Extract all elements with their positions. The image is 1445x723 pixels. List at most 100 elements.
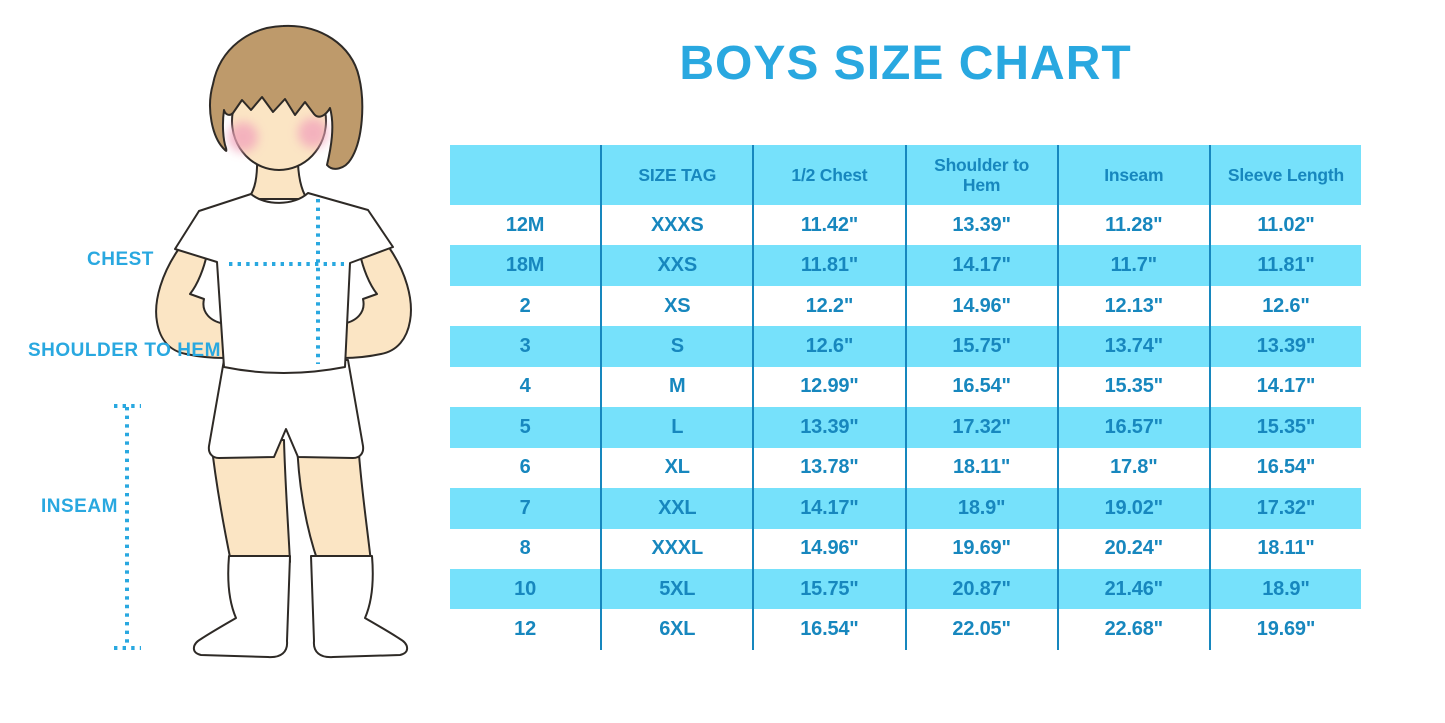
sleeve-length-cell: 19.69": [1208, 609, 1361, 650]
size-cell: 3: [450, 326, 601, 367]
size-tag-cell: M: [600, 366, 752, 408]
inseam-cell: 20.24": [1056, 528, 1209, 569]
size-tag-cell: S: [600, 326, 753, 367]
shoulder-to-hem-cell: 18.11": [904, 447, 1057, 489]
shoulder-to-hem-cell: 13.39": [904, 205, 1057, 246]
blush-left-icon: [228, 122, 258, 152]
inseam-cell: 13.74": [1056, 326, 1209, 367]
inseam-cell: 22.68": [1056, 609, 1209, 650]
shoulder-to-hem-cell: 22.05": [904, 609, 1057, 650]
sleeve-length-cell: 16.54": [1208, 447, 1361, 489]
sleeve-length-cell: 18.11": [1208, 528, 1361, 569]
column-header-size: [450, 145, 601, 205]
table-row: 12M XXXS 11.42" 13.39" 11.28" 11.02": [450, 205, 1361, 246]
size-tag-cell: XXS: [600, 245, 753, 286]
size-cell: 2: [519, 294, 531, 317]
inseam-cell: 15.35": [1056, 366, 1209, 408]
column-header-size-tag: SIZE TAG: [600, 145, 753, 205]
shoulder-to-hem-cell: 19.69": [904, 528, 1057, 569]
sleeve-length-cell: 11.81": [1208, 245, 1362, 286]
size-cell: 12M: [505, 213, 545, 236]
inseam-cell: 21.46": [1056, 568, 1209, 610]
sleeve-length-cell: 13.39": [1208, 326, 1362, 367]
half-chest-cell: 15.75": [752, 568, 905, 610]
t-shirt: [174, 192, 394, 374]
sleeve-length-cell: 12.6": [1208, 285, 1361, 327]
half-chest-cell: 13.78": [752, 447, 904, 489]
size-cell: 7: [450, 488, 601, 529]
size-cell: 8: [519, 537, 531, 560]
size-tag-cell: XXXL: [600, 528, 752, 569]
table-row: 3 S 12.6" 15.75" 13.74" 13.39": [450, 326, 1362, 367]
half-chest-cell: 14.17": [752, 488, 905, 529]
sleeve-length-cell: 11.02": [1208, 205, 1361, 246]
table-row: 4 M 12.99" 16.54" 15.35" 14.17": [450, 366, 1361, 408]
inseam-cell: 11.28": [1056, 205, 1209, 246]
shoulder-to-hem-cell: 16.54": [904, 366, 1057, 408]
half-chest-cell: 16.54": [752, 609, 904, 650]
size-cell: 18M: [450, 245, 601, 286]
shoulder-to-hem-cell: 18.9": [904, 488, 1057, 529]
table-row: 10 5XL 15.75" 20.87" 21.46" 18.9": [450, 568, 1362, 610]
sleeve-length-cell: 17.32": [1208, 488, 1362, 529]
column-header-shoulder-to-hem: Shoulder to Hem: [904, 145, 1057, 205]
size-tag-cell: 6XL: [600, 609, 752, 650]
table-row: 5 L 13.39" 17.32" 16.57" 15.35": [450, 407, 1362, 448]
table-row: 12 6XL 16.54" 22.05" 22.68" 19.69": [450, 609, 1361, 650]
table-row: 7 XXL 14.17" 18.9" 19.02" 17.32": [450, 488, 1362, 529]
shoulder-to-hem-cell: 17.32": [904, 407, 1057, 448]
size-tag-cell: XL: [600, 447, 752, 489]
left-arm: [155, 223, 227, 359]
table-row: 8 XXXL 14.96" 19.69" 20.24" 18.11": [450, 528, 1361, 569]
left-sock: [192, 555, 291, 659]
size-tag-cell: 5XL: [600, 568, 753, 610]
size-cell: 6: [519, 456, 531, 479]
inseam-cell: 16.57": [1056, 407, 1209, 448]
right-arm: [340, 223, 412, 359]
half-chest-cell: 12.99": [752, 366, 904, 408]
table-header-row: SIZE TAG 1/2 Chest Shoulder to Hem Insea…: [450, 145, 1362, 205]
table-row: 18M XXS 11.81" 14.17" 11.7" 11.81": [450, 245, 1362, 286]
column-header-sleeve-length: Sleeve Length: [1208, 145, 1362, 205]
table-row: 6 XL 13.78" 18.11" 17.8" 16.54": [450, 447, 1361, 489]
half-chest-cell: 11.81": [752, 245, 905, 286]
size-tag-cell: XXL: [600, 488, 753, 529]
size-tag-cell: XS: [600, 285, 752, 327]
size-table: SIZE TAG 1/2 Chest Shoulder to Hem Insea…: [450, 145, 1362, 650]
boy-illustration: [114, 24, 412, 659]
inseam-cell: 19.02": [1056, 488, 1209, 529]
blush-right-icon: [298, 118, 328, 148]
size-cell: 10: [450, 568, 601, 610]
column-header-half-chest: 1/2 Chest: [752, 145, 905, 205]
hair: [209, 24, 364, 170]
size-cell: 5: [450, 407, 601, 448]
shoulder-to-hem-cell: 14.96": [904, 285, 1057, 327]
shoulder-to-hem-cell: 14.17": [904, 245, 1057, 286]
half-chest-cell: 12.6": [752, 326, 905, 367]
sleeve-length-cell: 14.17": [1208, 366, 1361, 408]
right-sock: [310, 555, 409, 659]
chest-label: CHEST: [87, 249, 154, 270]
shorts: [207, 359, 365, 459]
column-header-inseam: Inseam: [1056, 145, 1209, 205]
inseam-label: INSEAM: [41, 496, 118, 517]
half-chest-cell: 11.42": [752, 205, 904, 246]
half-chest-cell: 12.2": [752, 285, 904, 327]
inseam-cell: 11.7": [1056, 245, 1209, 286]
shoulder-to-hem-label: SHOULDER TO HEM: [28, 340, 221, 361]
sleeve-length-cell: 18.9": [1208, 568, 1362, 610]
shoulder-to-hem-cell: 20.87": [904, 568, 1057, 610]
size-cell: 4: [519, 375, 531, 398]
shoulder-to-hem-cell: 15.75": [904, 326, 1057, 367]
half-chest-cell: 13.39": [752, 407, 905, 448]
inseam-cell: 12.13": [1056, 285, 1209, 327]
half-chest-cell: 14.96": [752, 528, 904, 569]
size-tag-cell: L: [600, 407, 753, 448]
size-cell: 12: [514, 618, 537, 641]
page-title: BOYS SIZE CHART: [679, 37, 1132, 90]
table-row: 2 XS 12.2" 14.96" 12.13" 12.6": [450, 285, 1361, 327]
sleeve-length-cell: 15.35": [1208, 407, 1362, 448]
size-tag-cell: XXXS: [600, 205, 752, 246]
inseam-cell: 17.8": [1056, 447, 1209, 489]
